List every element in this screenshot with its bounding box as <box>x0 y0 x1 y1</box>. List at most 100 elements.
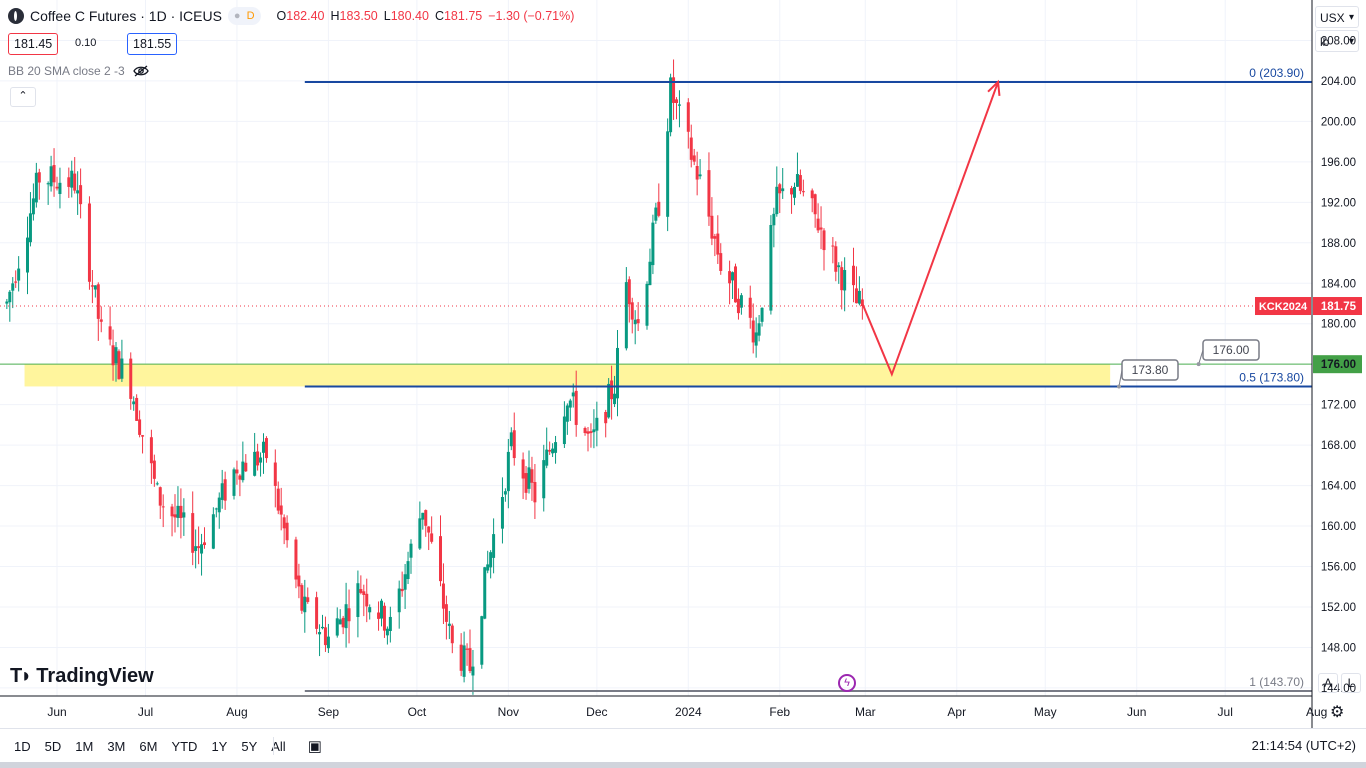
candle-body <box>675 99 678 104</box>
range-5y[interactable]: 5Y <box>241 738 258 754</box>
candle-body <box>781 188 785 192</box>
range-6m[interactable]: 6M <box>139 738 158 754</box>
candle-body <box>191 513 195 553</box>
candle-body <box>607 383 611 418</box>
candle-body <box>31 198 35 215</box>
candle-body <box>155 483 159 485</box>
candle-body <box>468 648 472 672</box>
candle-body <box>506 451 510 492</box>
candle-body <box>854 288 858 304</box>
candle-body <box>666 131 670 217</box>
price-tick-label: 172.00 <box>1321 400 1356 412</box>
coffee-symbol-icon <box>8 8 24 24</box>
candle-body <box>8 291 12 303</box>
candle-body <box>173 514 177 518</box>
candle-body <box>524 473 528 493</box>
candle-body <box>179 505 183 519</box>
time-tick-label: Jun <box>47 705 66 719</box>
candle-body <box>772 213 776 226</box>
spread-value: 0.10 <box>75 37 97 49</box>
candle-body <box>90 285 94 287</box>
candle-body <box>217 497 221 513</box>
symbol-title[interactable]: Coffee C Futures · 1D · ICEUS <box>30 8 222 24</box>
callout-176-anchor-dot <box>1196 362 1201 367</box>
candle-body <box>262 441 265 453</box>
range-1y[interactable]: 1Y <box>211 738 228 754</box>
range-ytd[interactable]: YTD <box>171 738 198 754</box>
candle-body <box>241 461 245 481</box>
delayed-badge[interactable]: ● D <box>227 7 261 25</box>
candle-body <box>388 616 392 632</box>
candle-body <box>362 591 366 595</box>
candle-body <box>444 604 448 622</box>
candle-body <box>630 302 634 320</box>
lightning-event-icon[interactable]: ϟ <box>838 674 856 692</box>
time-tick-label: Aug <box>226 705 247 719</box>
candle-body <box>427 526 431 533</box>
delayed-badge-label: D <box>246 10 255 22</box>
collapse-legend-button[interactable]: ⌃ <box>10 87 36 107</box>
range-all[interactable]: All <box>271 738 286 754</box>
price-tick-label: 160.00 <box>1321 521 1356 533</box>
candle-body <box>857 290 861 304</box>
settings-gear-icon[interactable]: ⚙ <box>1330 704 1345 721</box>
candle-body <box>182 512 186 518</box>
price-tick-label: 200.00 <box>1321 116 1356 128</box>
status-dot-icon: ● <box>233 10 241 22</box>
eye-off-icon[interactable] <box>132 65 149 77</box>
candle-body <box>223 479 227 501</box>
candle-body <box>326 636 330 649</box>
candle-body <box>282 517 286 529</box>
candle-body <box>55 186 59 189</box>
fib-level-label: 0 (203.90) <box>1249 66 1304 80</box>
price-tick-label: 156.00 <box>1321 562 1356 574</box>
candle-body <box>67 177 71 187</box>
indicator-legend[interactable]: BB 20 SMA close 2 -3 <box>8 64 149 78</box>
buy-button[interactable]: 181.55 <box>127 33 178 55</box>
candle-body <box>486 564 490 571</box>
candle-body <box>633 319 637 325</box>
candle-body <box>365 593 369 607</box>
price-tick-label: 192.00 <box>1321 197 1356 209</box>
candle-body <box>132 401 136 405</box>
candle-body <box>276 488 280 511</box>
candle-body <box>232 469 236 496</box>
range-5d[interactable]: 5D <box>44 738 62 754</box>
candle-body <box>303 596 307 613</box>
candle-body <box>341 617 345 628</box>
tradingview-logo[interactable]: T◗ TradingView <box>10 665 154 688</box>
log-scale-button[interactable]: L <box>1341 673 1361 693</box>
calendar-range-icon[interactable]: ▣ <box>307 738 322 755</box>
candle-body <box>651 222 655 266</box>
candle-body <box>736 298 740 314</box>
time-tick-label: Feb <box>769 705 790 719</box>
fib-level-label: 0.5 (173.80) <box>1239 370 1304 384</box>
candle-body <box>141 435 145 437</box>
candle-body <box>28 213 32 243</box>
range-3m[interactable]: 3M <box>107 738 126 754</box>
candle-body <box>46 183 50 185</box>
range-1d[interactable]: 1D <box>14 738 31 754</box>
candle-body <box>108 326 112 340</box>
unit-select[interactable]: lb ▾ <box>1315 30 1359 52</box>
currency-select[interactable]: USX ▾ <box>1315 6 1359 28</box>
low-value: 180.40 <box>390 9 429 23</box>
time-tick-label: Oct <box>408 705 427 719</box>
candle-body <box>754 332 758 346</box>
utc-clock[interactable]: 21:14:54 (UTC+2) <box>1251 738 1356 753</box>
candle-body <box>300 585 304 611</box>
candle-body <box>347 608 351 622</box>
candle-body <box>837 265 841 268</box>
candle-body <box>253 451 257 476</box>
sell-button[interactable]: 181.45 <box>8 33 59 55</box>
range-1m[interactable]: 1M <box>75 738 94 754</box>
bottom-toolbar: 1D 5D 1M 3M 6M YTD 1Y 5Y All ▣ 21:14:54 … <box>0 728 1366 763</box>
auto-scale-button[interactable]: A <box>1318 673 1338 693</box>
candle-body <box>220 483 224 500</box>
candle-body <box>698 174 702 177</box>
candle-body <box>760 307 764 322</box>
candle-body <box>465 648 469 650</box>
support-zone-rectangle <box>24 364 1111 387</box>
candle-body <box>819 227 823 230</box>
